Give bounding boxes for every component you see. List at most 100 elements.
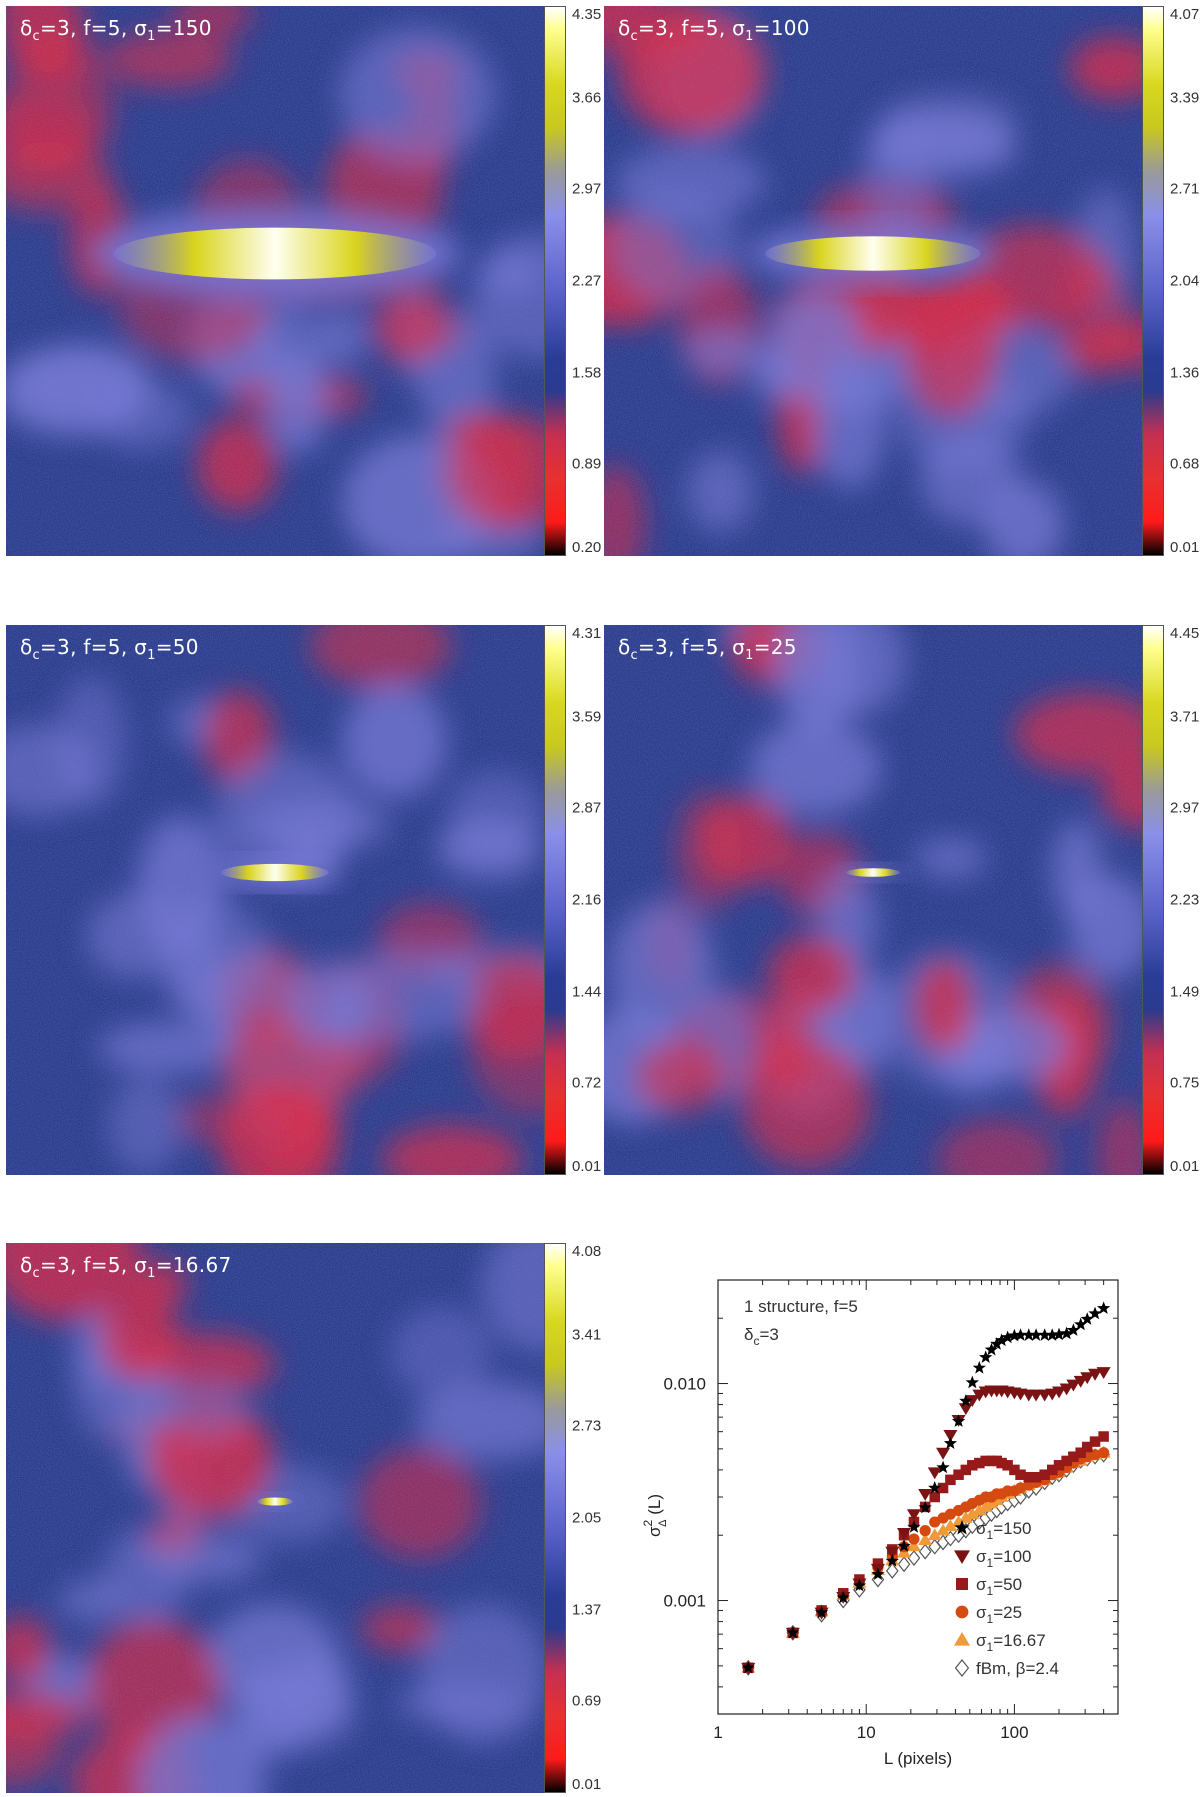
- map-noise: [604, 625, 1142, 1175]
- data-point: [1068, 1451, 1079, 1462]
- series-5: [741, 1446, 1111, 1676]
- data-point: [1022, 1328, 1036, 1341]
- map-title: δc=3, f=5, σ1=150: [20, 16, 212, 44]
- colorbar-tick-label: 1.44: [572, 983, 602, 1001]
- data-point: [1015, 1469, 1026, 1480]
- data-point: [943, 1429, 958, 1442]
- data-point: [1059, 1326, 1074, 1340]
- data-point: [918, 1543, 932, 1560]
- data-point: [897, 1527, 912, 1540]
- data-point: [1080, 1312, 1094, 1325]
- data-point: [1052, 1386, 1067, 1399]
- data-point: [929, 1516, 941, 1528]
- map-image: [6, 1243, 544, 1793]
- data-point: [885, 1546, 900, 1559]
- legend-label: σ1=50: [976, 1575, 1022, 1598]
- data-point: [1038, 1328, 1052, 1341]
- legend-label: σ1=150: [976, 1519, 1031, 1542]
- data-point: [1075, 1447, 1086, 1458]
- data-point: [908, 1533, 920, 1545]
- data-point: [1066, 1379, 1081, 1392]
- data-point: [885, 1554, 899, 1567]
- data-point: [1002, 1460, 1013, 1471]
- map-title: δc=3, f=5, σ1=16.67: [20, 1253, 232, 1281]
- data-point: [943, 1436, 958, 1449]
- data-point: [979, 1350, 993, 1363]
- colorbar-tick-label: 2.16: [572, 891, 602, 909]
- label-value: =150: [155, 16, 212, 40]
- data-point: [929, 1491, 940, 1503]
- data-point: [996, 1457, 1007, 1469]
- map-title: δc=3, f=5, σ1=100: [618, 16, 810, 44]
- data-point: [1098, 1431, 1109, 1442]
- data-point: [1001, 1330, 1015, 1344]
- map-noise: [6, 1243, 544, 1793]
- colorbar-tick-label: 3.41: [572, 1326, 602, 1344]
- data-point: [1074, 1317, 1088, 1331]
- legend-marker: [954, 1520, 970, 1535]
- data-point: [965, 1507, 980, 1520]
- data-point: [1061, 1455, 1072, 1467]
- data-point: [958, 1511, 973, 1523]
- y-axis-label: σ2 Δ (L): [641, 1494, 669, 1537]
- data-point: [906, 1539, 921, 1552]
- data-point: [1039, 1469, 1050, 1480]
- map-title: δc=3, f=5, σ1=25: [618, 635, 797, 663]
- label-sub-1: 1: [745, 29, 754, 44]
- colorbar-tick-label: 1.37: [572, 1601, 602, 1619]
- colorbar-tick-label: 0.01: [572, 1158, 602, 1175]
- data-point: [936, 1460, 950, 1474]
- data-point: [1007, 1328, 1022, 1342]
- label-delta: δ: [618, 635, 631, 659]
- colorbar-tick-label: 4.45: [1170, 625, 1200, 642]
- x-tick-label: 100: [1000, 1723, 1028, 1742]
- colorbar-tick-label: 1.49: [1170, 983, 1200, 1001]
- data-point: [1045, 1328, 1059, 1341]
- data-point: [1088, 1368, 1103, 1381]
- data-point: [972, 1503, 987, 1516]
- colorbar: [1142, 625, 1164, 1175]
- colorbar-tick-label: 2.97: [1170, 799, 1200, 817]
- data-point: [1089, 1436, 1101, 1447]
- colorbar-tick-label: 2.71: [1170, 180, 1200, 198]
- colorbar-tick-label: 4.08: [572, 1243, 602, 1260]
- variance-plot: 1 10 100 0.001 0.010 L (pixels) σ2 Δ (L) 1 struc…: [640, 1255, 1200, 1797]
- colorbar: [544, 1243, 566, 1793]
- colorbar-tick-label: 2.97: [572, 180, 602, 198]
- data-point: [972, 1360, 986, 1374]
- data-point: [919, 1525, 931, 1537]
- data-point: [974, 1457, 985, 1469]
- data-point: [1030, 1471, 1042, 1483]
- data-point: [951, 1414, 966, 1427]
- label-value: =50: [155, 635, 199, 659]
- map-image: [604, 6, 1142, 556]
- colorbar-tick-label: 2.04: [1170, 272, 1200, 290]
- data-point: [1046, 1464, 1058, 1476]
- data-point: [967, 1460, 978, 1471]
- label-sub-1: 1: [147, 1266, 156, 1281]
- data-point: [1053, 1460, 1065, 1471]
- map-title: δc=3, f=5, σ1=50: [20, 635, 199, 663]
- map-image: [6, 6, 544, 556]
- data-point: [906, 1509, 921, 1522]
- legend-label: σ1=100: [976, 1547, 1031, 1570]
- data-point: [897, 1539, 911, 1552]
- data-point: [1029, 1328, 1043, 1341]
- label-sub-c: c: [32, 648, 40, 663]
- legend-label: σ1=16.67: [976, 1631, 1046, 1654]
- structure-core: [765, 236, 981, 271]
- data-point: [959, 1394, 973, 1407]
- data-point: [978, 1499, 993, 1512]
- data-point: [965, 1375, 979, 1389]
- label-value: =16.67: [155, 1253, 232, 1277]
- colorbar-tick-label: 0.69: [572, 1692, 602, 1710]
- data-point: [1066, 1323, 1080, 1336]
- legend-label: σ1=25: [976, 1603, 1022, 1626]
- data-point: [918, 1533, 933, 1545]
- data-point: [871, 1567, 885, 1580]
- colorbar: [1142, 6, 1164, 556]
- data-point: [986, 1455, 997, 1467]
- colorbar-tick-label: 0.01: [1170, 539, 1200, 556]
- label-value: =25: [753, 635, 797, 659]
- data-point: [936, 1523, 951, 1536]
